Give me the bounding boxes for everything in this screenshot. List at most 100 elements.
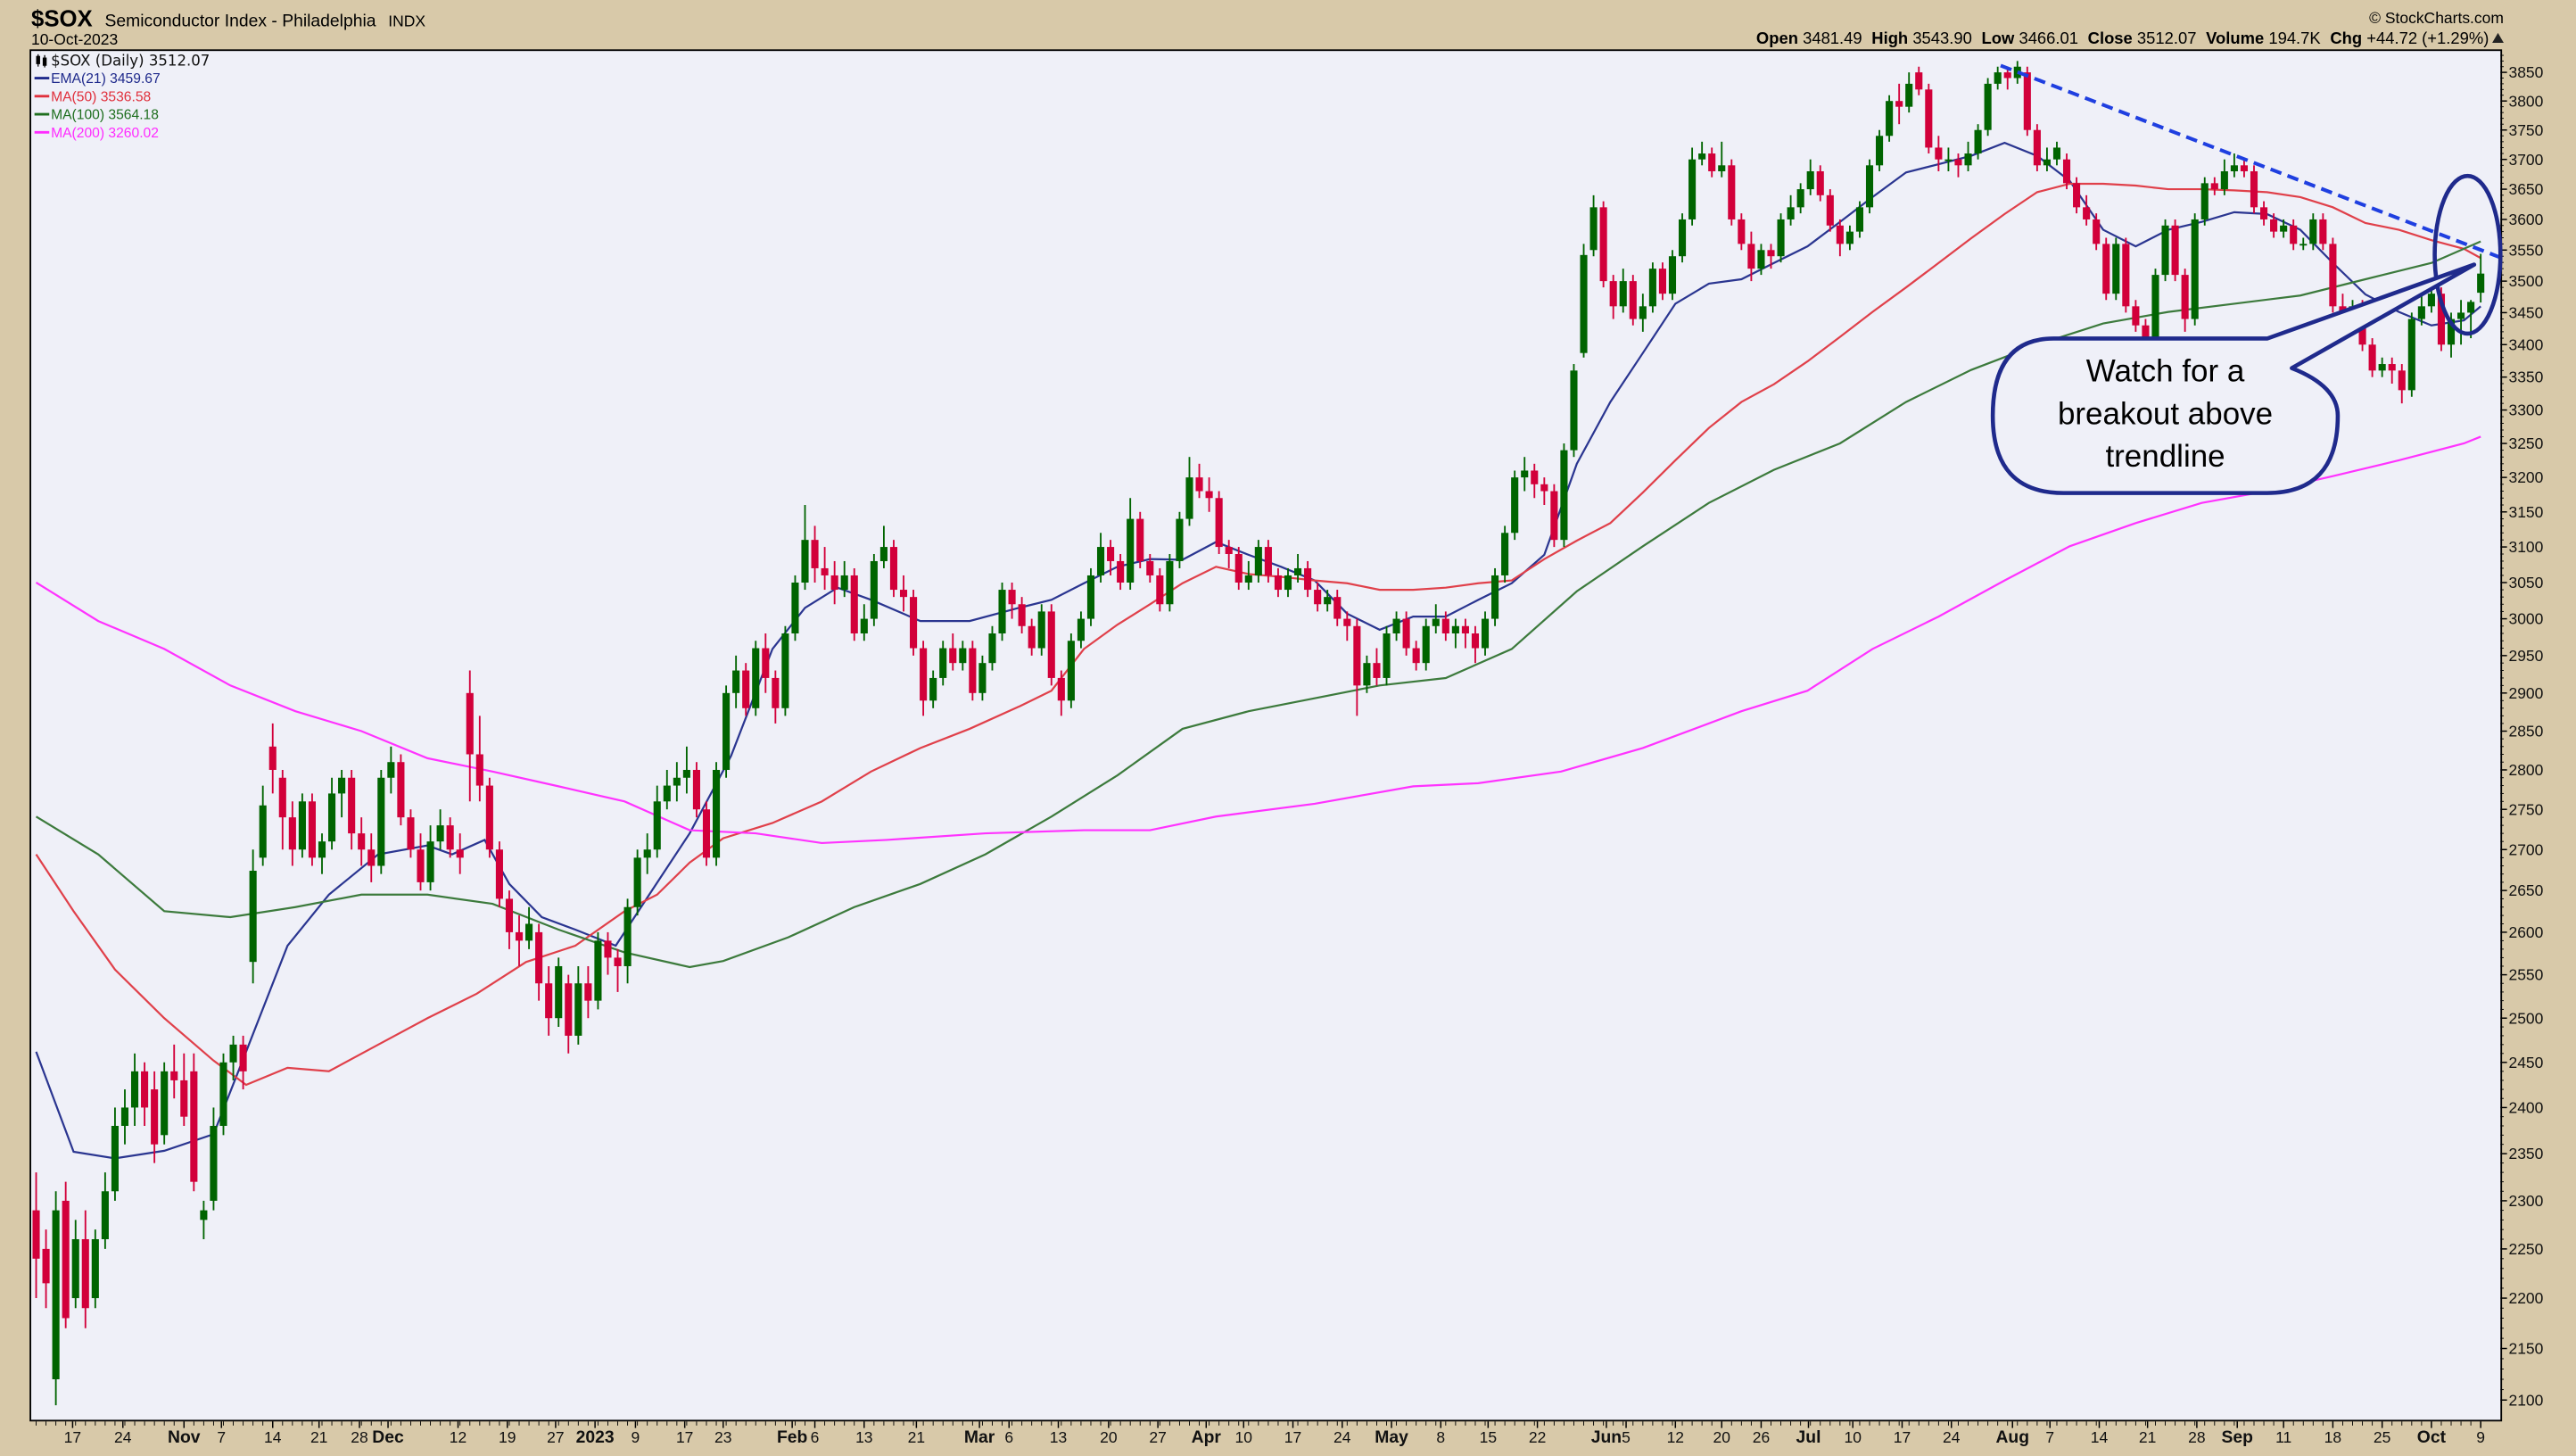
candle bbox=[2427, 287, 2435, 313]
candle-body bbox=[692, 769, 700, 810]
x-tick-label: 9 bbox=[2476, 1428, 2485, 1446]
candle bbox=[1422, 618, 1430, 671]
candle bbox=[2083, 194, 2091, 226]
candle bbox=[594, 931, 602, 1010]
candle bbox=[2309, 213, 2317, 251]
candle-body bbox=[1560, 450, 1568, 541]
candle bbox=[1215, 491, 1223, 555]
candle-body bbox=[604, 940, 612, 958]
candle bbox=[318, 833, 326, 874]
x-tick-label: 20 bbox=[1100, 1428, 1118, 1446]
candle-body bbox=[2417, 306, 2425, 319]
candle bbox=[81, 1210, 89, 1328]
candle-body bbox=[308, 801, 317, 858]
candle-body bbox=[475, 754, 483, 786]
candle bbox=[614, 948, 622, 992]
candle-body bbox=[1718, 165, 1726, 171]
x-tick-label: 13 bbox=[855, 1428, 872, 1446]
candle bbox=[1816, 165, 1824, 202]
open-label: Open bbox=[1756, 29, 1798, 47]
candle bbox=[377, 769, 385, 874]
candle-body bbox=[210, 1125, 218, 1201]
legend-item-price: $SOX (Daily) 3512.07 bbox=[36, 53, 210, 70]
candle-body bbox=[1461, 625, 1469, 633]
candle-body bbox=[1028, 625, 1036, 649]
candle bbox=[141, 1062, 149, 1126]
candle bbox=[1234, 547, 1243, 591]
candle bbox=[702, 801, 711, 866]
candle bbox=[515, 915, 524, 966]
candle bbox=[2033, 124, 2041, 171]
y-tick-label: 3300 bbox=[2508, 401, 2543, 419]
candle-body bbox=[2181, 275, 2189, 319]
candle bbox=[1580, 244, 1588, 358]
candle-body bbox=[2250, 170, 2258, 208]
candle-body bbox=[1668, 256, 1677, 294]
candle bbox=[2181, 269, 2189, 332]
candle-body bbox=[397, 762, 405, 818]
candle bbox=[732, 655, 740, 708]
candle bbox=[1698, 141, 1706, 166]
candle bbox=[889, 540, 898, 598]
candle-body bbox=[623, 906, 632, 966]
volume-value: 194.7K bbox=[2268, 29, 2321, 47]
y-tick-label: 2150 bbox=[2508, 1340, 2543, 1358]
candle-body bbox=[1678, 219, 1687, 257]
candle bbox=[1777, 213, 1785, 263]
candle-body bbox=[879, 547, 888, 561]
candle-body bbox=[2073, 183, 2081, 208]
candle bbox=[653, 785, 661, 858]
candle bbox=[1383, 625, 1391, 686]
candle bbox=[417, 833, 425, 891]
candle-body bbox=[1767, 250, 1775, 257]
candle bbox=[338, 769, 346, 818]
candle-body bbox=[1067, 641, 1075, 701]
y-tick-label: 3450 bbox=[2508, 304, 2543, 322]
candle-body bbox=[2112, 244, 2120, 294]
candle-body bbox=[1037, 611, 1045, 649]
candle bbox=[210, 1107, 218, 1211]
symbol: $SOX bbox=[31, 7, 93, 32]
candle bbox=[1609, 275, 1617, 319]
candle bbox=[1895, 83, 1903, 125]
candle bbox=[1708, 147, 1716, 178]
low-label: Low bbox=[1982, 29, 2015, 47]
candle-body bbox=[456, 849, 464, 858]
x-tick-label: Jul bbox=[1796, 1428, 1821, 1447]
candle bbox=[2290, 219, 2298, 251]
x-tick-label: 21 bbox=[908, 1428, 925, 1446]
candle bbox=[2259, 201, 2268, 226]
candle bbox=[436, 809, 444, 850]
candle-body bbox=[1738, 219, 1746, 244]
candle bbox=[259, 785, 267, 866]
candle bbox=[1136, 511, 1144, 568]
candle bbox=[1333, 590, 1342, 626]
candle bbox=[643, 833, 651, 874]
candle-body bbox=[288, 817, 296, 850]
candle bbox=[1412, 641, 1420, 671]
candle bbox=[1905, 72, 1913, 113]
candle-body bbox=[2427, 294, 2435, 307]
legend-item-ma50: MA(50) 3536.58 bbox=[34, 89, 152, 104]
y-tick-label: 2850 bbox=[2508, 723, 2543, 740]
candle bbox=[1865, 159, 1874, 214]
candle-body bbox=[2477, 273, 2485, 294]
candle-body bbox=[1550, 491, 1558, 541]
candle bbox=[407, 809, 415, 858]
candle-body bbox=[1343, 618, 1351, 626]
candle-body bbox=[327, 793, 336, 842]
candle bbox=[565, 974, 573, 1054]
y-tick-label: 2700 bbox=[2508, 840, 2543, 858]
x-tick-label: 24 bbox=[1333, 1428, 1351, 1446]
triangle-up-icon bbox=[2492, 32, 2504, 43]
candle-body bbox=[318, 841, 326, 858]
x-tick-label: 24 bbox=[1943, 1428, 1961, 1446]
candle bbox=[969, 641, 977, 701]
candle-body bbox=[229, 1044, 237, 1063]
candle-body bbox=[2407, 318, 2415, 391]
candle bbox=[1205, 477, 1213, 512]
candle bbox=[1994, 66, 2002, 90]
candle-body bbox=[1402, 618, 1410, 649]
candle bbox=[466, 670, 474, 802]
candle-body bbox=[180, 1080, 188, 1117]
